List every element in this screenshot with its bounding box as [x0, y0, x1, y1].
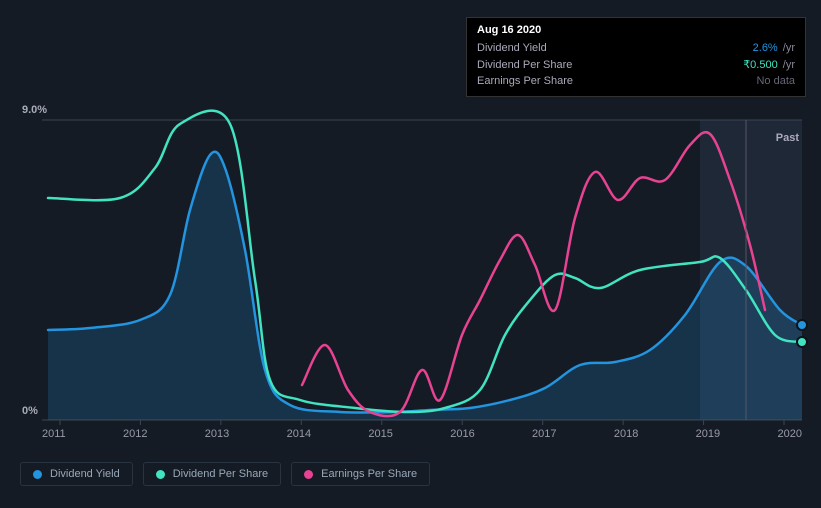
legend-label: Dividend Per Share [173, 468, 268, 480]
x-axis-tick-label: 2012 [123, 428, 147, 444]
chart-tooltip: Aug 16 2020 Dividend Yield2.6% /yrDivide… [466, 17, 806, 97]
y-axis-min-label: 0% [22, 405, 38, 417]
legend-item[interactable]: Dividend Per Share [143, 462, 281, 486]
y-axis-max-label: 9.0% [22, 104, 47, 116]
x-axis-tick-label: 2013 [205, 428, 229, 444]
tooltip-row-value: No data [756, 73, 795, 90]
tooltip-row-value: ₹0.500 /yr [743, 57, 795, 74]
legend-dot [304, 470, 313, 479]
tooltip-date: Aug 16 2020 [477, 24, 795, 36]
legend-label: Earnings Per Share [321, 468, 417, 480]
tooltip-row-label: Dividend Yield [477, 40, 587, 57]
past-label: Past [776, 132, 799, 144]
tooltip-rows: Dividend Yield2.6% /yrDividend Per Share… [477, 40, 795, 90]
legend-dot [156, 470, 165, 479]
x-axis-tick-label: 2017 [532, 428, 556, 444]
x-axis-labels: 2011 2012 2013 2014 2015 2016 2017 2018 2019 2020 [42, 428, 802, 444]
legend-dot [33, 470, 42, 479]
tooltip-row-value: 2.6% /yr [753, 40, 795, 57]
tooltip-row: Dividend Yield 2.6% /yr [477, 40, 795, 57]
x-axis-tick-label: 2018 [614, 428, 638, 444]
chart-legend: Dividend Yield Dividend Per Share Earnings… [20, 462, 430, 486]
series-area [48, 152, 802, 420]
legend-item[interactable]: Dividend Yield [20, 462, 133, 486]
tooltip-row-label: Earnings Per Share [477, 73, 587, 90]
x-axis-tick-label: 2011 [42, 428, 66, 444]
series-end-dot [797, 320, 807, 330]
x-axis-tick-label: 2020 [777, 428, 801, 444]
tooltip-row: Earnings Per Share No data [477, 73, 795, 90]
legend-item[interactable]: Earnings Per Share [291, 462, 430, 486]
series-end-dot [797, 337, 807, 347]
x-axis-tick-label: 2014 [287, 428, 311, 444]
legend-label: Dividend Yield [50, 468, 120, 480]
tooltip-row-label: Dividend Per Share [477, 57, 587, 74]
x-axis-tick-label: 2015 [368, 428, 392, 444]
tooltip-row: Dividend Per Share ₹0.500 /yr [477, 57, 795, 74]
x-axis-tick-label: 2019 [696, 428, 720, 444]
x-axis-tick-label: 2016 [450, 428, 474, 444]
